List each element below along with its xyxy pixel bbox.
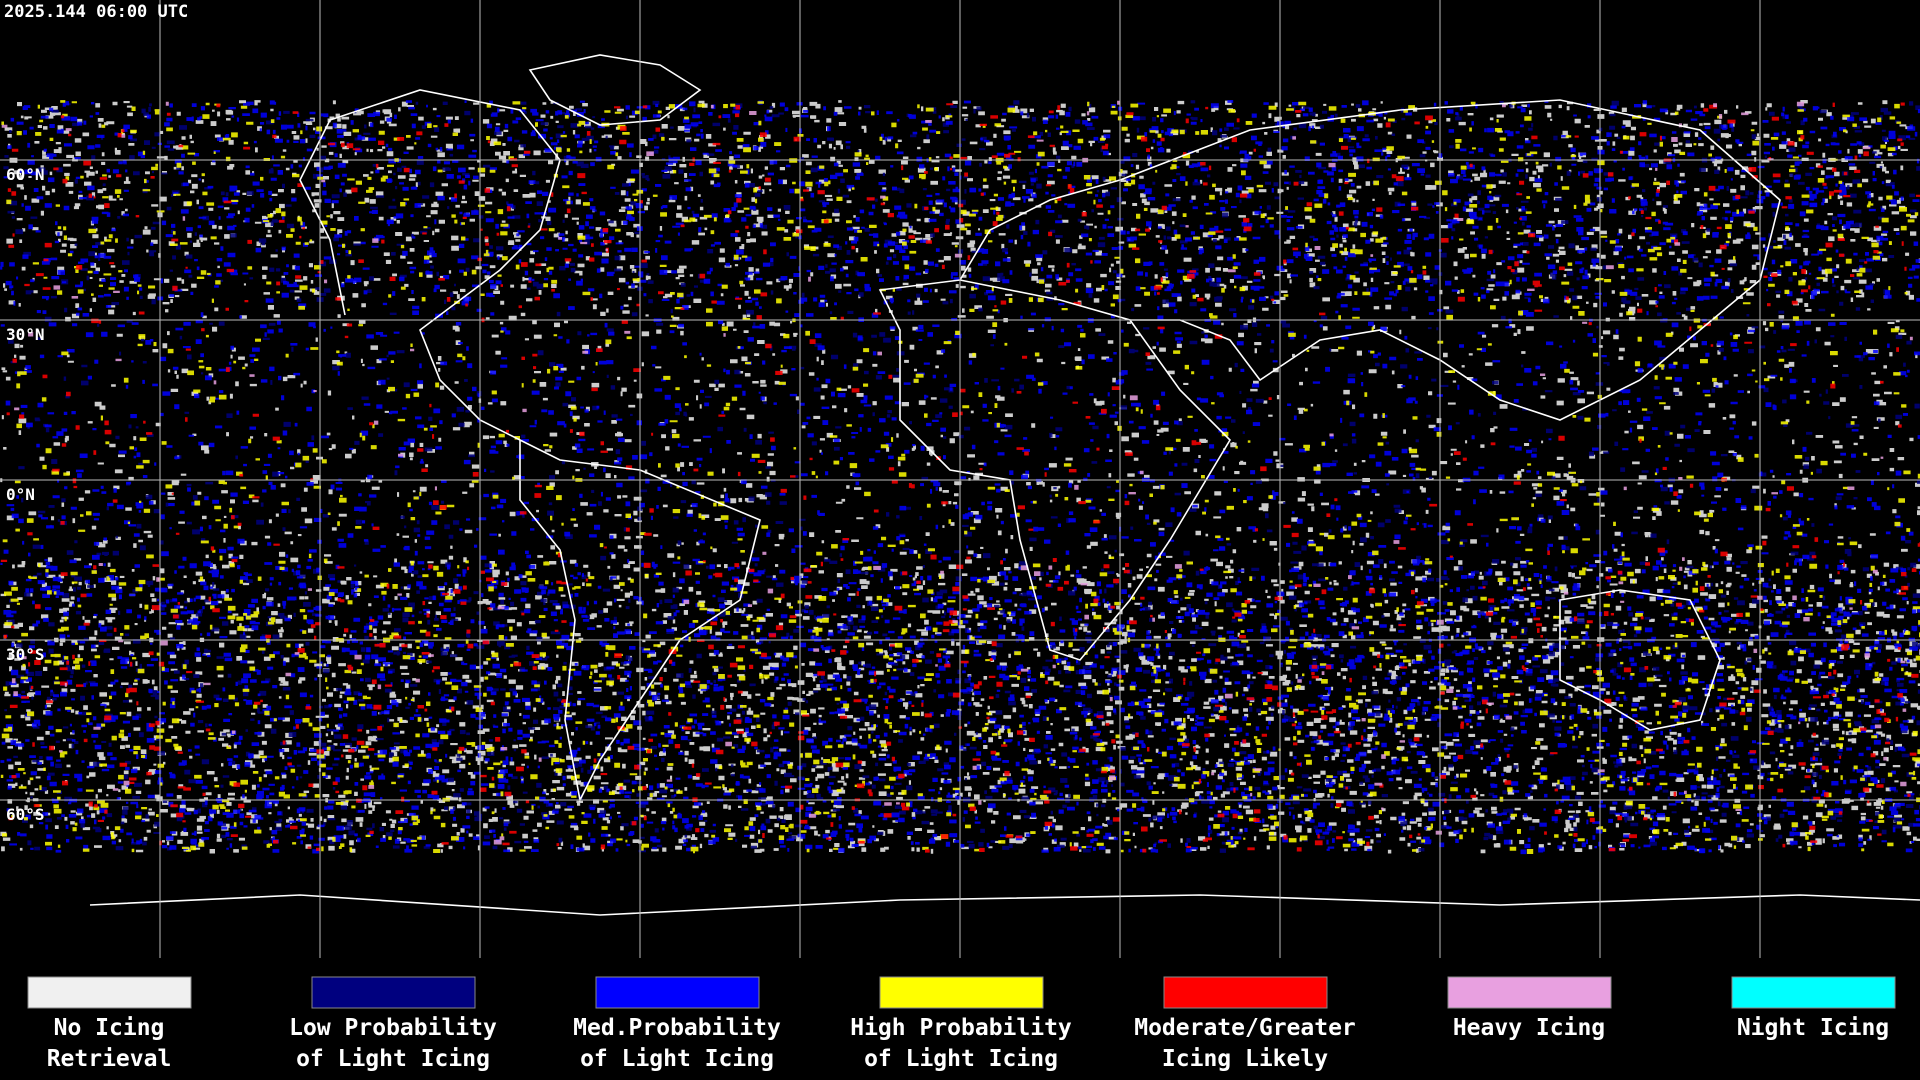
legend: No Icing Retrieval Low Probability of Light…	[27, 976, 1896, 1072]
latitude-label: 30°N	[6, 325, 45, 344]
latitude-label: 0°N	[6, 485, 35, 504]
latitude-labels: 60°N 30°N 0°N 30°S 60°S	[6, 165, 45, 824]
legend-swatch	[1163, 976, 1328, 1009]
legend-label: of Light Icing	[580, 1046, 774, 1072]
legend-label: Med.Probability	[573, 1015, 781, 1041]
legend-label: of Light Icing	[296, 1046, 490, 1072]
legend-label: Retrieval	[47, 1046, 172, 1072]
legend-swatch	[1447, 976, 1612, 1009]
legend-label: No Icing	[54, 1015, 165, 1041]
coastline-south-america	[519, 438, 761, 803]
legend-label: Moderate/Greater	[1134, 1015, 1356, 1041]
coastline-australia	[1559, 589, 1721, 731]
graticule	[0, 0, 1920, 958]
latitude-label: 60°S	[6, 805, 45, 824]
icing-texture	[0, 100, 1920, 854]
legend-label: of Light Icing	[864, 1046, 1058, 1072]
coastline-north-america	[299, 89, 561, 441]
legend-label: Low Probability	[289, 1015, 497, 1041]
legend-swatch	[1731, 976, 1896, 1009]
icing-texture	[3, 100, 1920, 854]
legend-swatch	[879, 976, 1044, 1009]
legend-swatch	[27, 976, 192, 1009]
legend-swatch	[595, 976, 760, 1009]
latitude-label: 60°N	[6, 165, 45, 184]
coastline-africa	[878, 279, 1232, 661]
coastline-greenland	[528, 54, 702, 126]
coastline-antarctica	[89, 894, 1920, 916]
legend-label: High Probability	[850, 1015, 1072, 1041]
legend-swatch	[311, 976, 476, 1009]
legend-label: Icing Likely	[1162, 1046, 1328, 1072]
legend-label: Night Icing	[1737, 1015, 1889, 1041]
timestamp: 2025.144 06:00 UTC	[4, 2, 188, 22]
coastlines	[89, 54, 1920, 916]
legend-label: Heavy Icing	[1453, 1015, 1605, 1041]
latitude-label: 30°S	[6, 645, 45, 664]
